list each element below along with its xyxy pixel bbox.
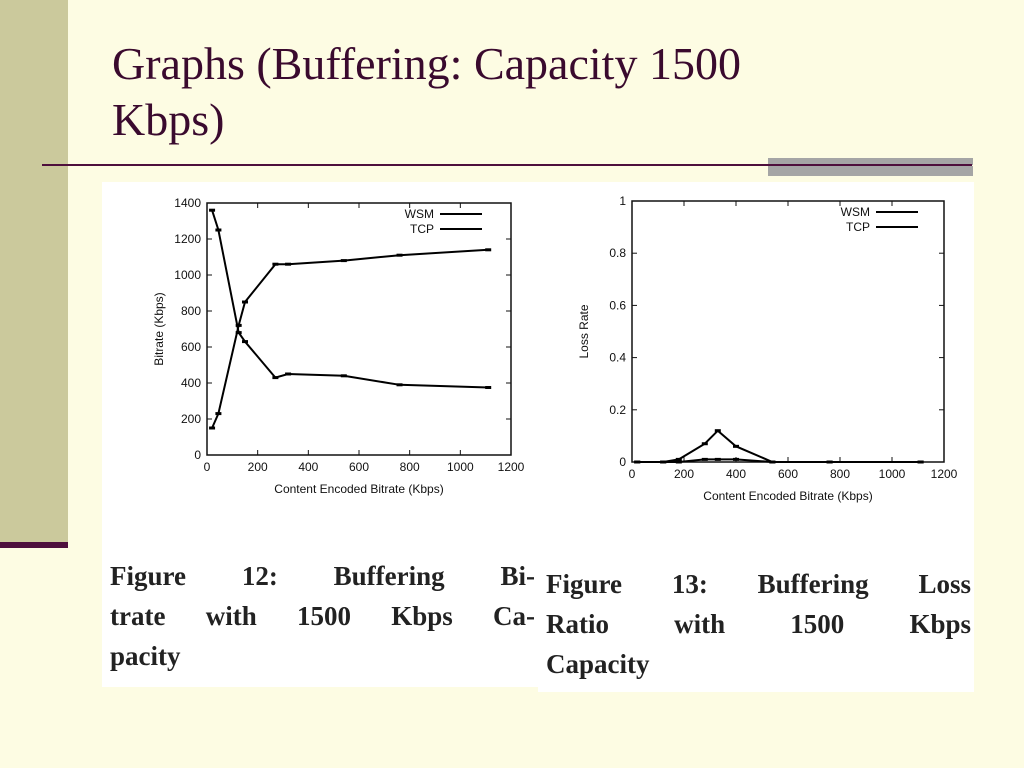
left-bar-accent-line — [0, 542, 68, 548]
fig13-y-tick-label-1: 0.2 — [609, 403, 626, 417]
fig12-x-tick-label-5: 1000 — [447, 460, 474, 474]
fig13-series-wsm-line — [637, 429, 921, 463]
fig12-plot-frame — [206, 202, 512, 456]
figure-12-caption: Figure 12: Buffering Bi- trate with 1500… — [110, 556, 535, 676]
fig13-plot-frame — [631, 200, 945, 463]
left-decorative-bar — [0, 0, 68, 545]
fig12-x-tick-label-1: 200 — [248, 460, 268, 474]
fig13-y-tick-label-3: 0.6 — [609, 298, 626, 312]
figure-12-caption-line-2: trate with 1500 Kbps Ca- — [110, 601, 535, 631]
figure-13-caption-line-1: Figure 13: Buffering Loss — [546, 569, 971, 599]
fig13-x-tick-label-1: 200 — [674, 467, 694, 481]
fig13-y-tick-label-2: 0.4 — [609, 351, 626, 365]
slide-title-line-1: Graphs (Buffering: Capacity 1500 — [112, 38, 741, 89]
fig12-x-axis-label: Content Encoded Bitrate (Kbps) — [274, 482, 443, 496]
figure-13-caption-line-3: Capacity — [546, 649, 650, 679]
fig12-y-tick-label-0: 0 — [194, 448, 201, 462]
figure-12-panel: 0 200 400 600 800 1000 1200 0 200 400 600 800 1000 12… — [102, 182, 538, 687]
fig12-y-axis-label: Bitrate (Kbps) — [152, 292, 166, 365]
fig12-y-tick-label-7: 1400 — [174, 196, 201, 210]
figure-12-caption-line-1: Figure 12: Buffering Bi- — [110, 561, 535, 591]
fig12-x-tick-label-2: 400 — [298, 460, 318, 474]
bitrate-chart: 0 200 400 600 800 1000 1200 0 200 400 600 800 1000 12… — [152, 196, 525, 496]
title-rule-grey-block — [768, 158, 973, 176]
fig12-x-tick-label-0: 0 — [204, 460, 211, 474]
fig12-y-tick-label-4: 800 — [181, 304, 201, 318]
fig13-x-tick-label-6: 1200 — [931, 467, 958, 481]
figure-13-panel: 0 200 400 600 800 1000 1200 0 0.2 0.4 0.6 0.8 1 Conte… — [538, 182, 974, 692]
fig13-x-axis-label: Content Encoded Bitrate (Kbps) — [703, 489, 872, 503]
fig12-y-tick-label-3: 600 — [181, 340, 201, 354]
fig12-series-tcp-line — [211, 248, 489, 429]
fig12-series-wsm-line — [211, 209, 489, 389]
fig13-y-tick-label-0: 0 — [619, 455, 626, 469]
figure-13-caption-line-2: Ratio with 1500 Kbps — [546, 609, 971, 639]
fig13-x-tick-label-5: 1000 — [879, 467, 906, 481]
fig12-y-tick-label-6: 1200 — [174, 232, 201, 246]
figure-12-caption-line-3: pacity — [110, 641, 181, 671]
fig13-x-tick-label-0: 0 — [629, 467, 636, 481]
title-underline-rule — [42, 164, 972, 166]
fig12-y-tick-label-5: 1000 — [174, 268, 201, 282]
fig13-y-tick-label-5: 1 — [619, 194, 626, 208]
fig12-y-tick-label-2: 400 — [181, 376, 201, 390]
fig13-x-tick-label-3: 600 — [778, 467, 798, 481]
fig12-legend-label-wsm: WSM — [405, 207, 434, 221]
fig12-legend-label-tcp: TCP — [410, 222, 434, 236]
fig13-legend-label-wsm: WSM — [841, 205, 870, 219]
fig12-x-tick-label-3: 600 — [349, 460, 369, 474]
fig13-y-axis-label: Loss Rate — [577, 304, 591, 358]
loss-rate-chart: 0 200 400 600 800 1000 1200 0 0.2 0.4 0.6 0.8 1 Conte… — [577, 194, 958, 503]
fig13-y-tick-label-4: 0.8 — [609, 246, 626, 260]
fig12-y-tick-label-1: 200 — [181, 412, 201, 426]
fig13-legend-label-tcp: TCP — [846, 220, 870, 234]
fig12-x-tick-label-6: 1200 — [498, 460, 525, 474]
fig13-x-tick-label-2: 400 — [726, 467, 746, 481]
fig13-x-tick-label-4: 800 — [830, 467, 850, 481]
fig12-x-tick-label-4: 800 — [400, 460, 420, 474]
slide-title-line-2: Kbps) — [112, 94, 225, 145]
slide-title: Graphs (Buffering: Capacity 1500 Kbps) — [112, 36, 912, 148]
figure-13-caption: Figure 13: Buffering Loss Ratio with 150… — [546, 564, 971, 684]
